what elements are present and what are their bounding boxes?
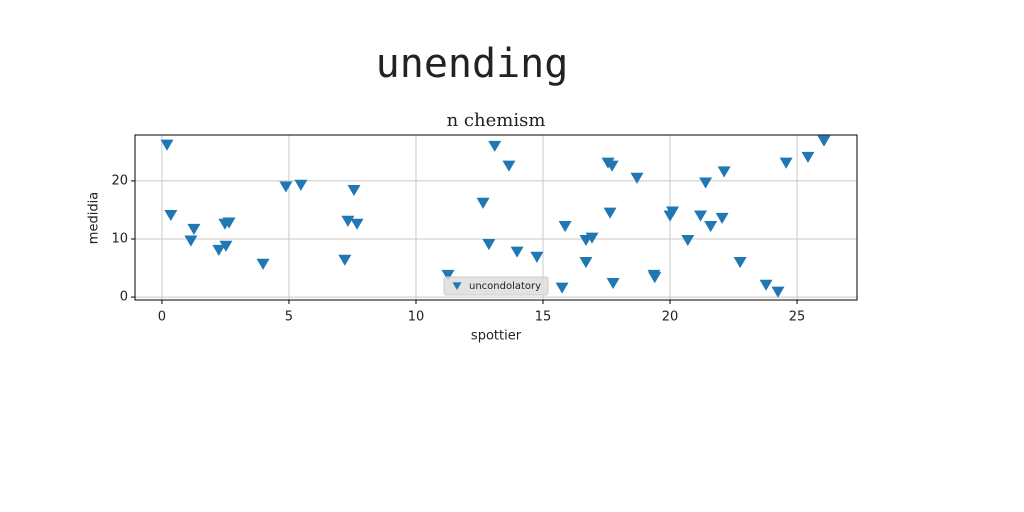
point	[184, 235, 198, 247]
chart-title: unending	[376, 41, 569, 87]
point	[648, 272, 662, 284]
point	[502, 160, 516, 172]
x-tick-label: 20	[662, 310, 679, 325]
point	[699, 177, 713, 189]
point	[256, 258, 270, 270]
point	[555, 282, 569, 294]
point	[530, 251, 544, 263]
point	[585, 232, 599, 244]
point	[801, 151, 815, 163]
point	[715, 212, 729, 224]
point	[212, 244, 226, 256]
point	[347, 184, 361, 197]
legend-marker	[452, 282, 462, 291]
point	[441, 269, 455, 281]
legend-box	[443, 276, 549, 296]
point	[558, 221, 572, 233]
point	[350, 218, 364, 230]
point	[681, 234, 695, 247]
point	[771, 286, 785, 298]
point	[222, 217, 236, 229]
point	[338, 254, 352, 266]
chart-subtitle: n chemism	[447, 110, 546, 131]
y-tick-label: 10	[111, 231, 128, 246]
point	[164, 209, 178, 222]
point	[694, 210, 708, 222]
x-tick-label: 25	[789, 310, 806, 325]
point	[733, 257, 747, 269]
point	[603, 207, 617, 219]
point	[279, 181, 293, 193]
y-tick-label: 0	[120, 290, 128, 305]
point	[160, 139, 174, 151]
x-axis-label: spottier	[471, 329, 522, 344]
point	[482, 239, 496, 251]
point	[717, 166, 731, 178]
point	[488, 140, 502, 152]
point	[605, 160, 619, 172]
x-tick-label: 10	[408, 310, 425, 325]
point	[579, 257, 593, 269]
point	[341, 215, 355, 227]
plot-frame	[134, 134, 858, 301]
point	[759, 279, 773, 291]
legend-label: uncondolatory	[469, 281, 541, 292]
point	[510, 246, 524, 258]
point	[219, 240, 233, 252]
point	[817, 135, 831, 147]
x-tick-label: 0	[158, 310, 166, 325]
y-tick-label: 20	[111, 173, 128, 188]
point	[666, 206, 680, 218]
point	[704, 221, 718, 233]
x-tick-label: 5	[285, 310, 293, 325]
point	[476, 197, 490, 209]
point	[294, 179, 308, 191]
x-tick-label: 15	[535, 310, 552, 325]
point	[187, 223, 201, 235]
point	[630, 172, 644, 184]
point	[606, 277, 620, 290]
y-axis-label: medidia	[87, 192, 102, 244]
point	[779, 157, 793, 169]
